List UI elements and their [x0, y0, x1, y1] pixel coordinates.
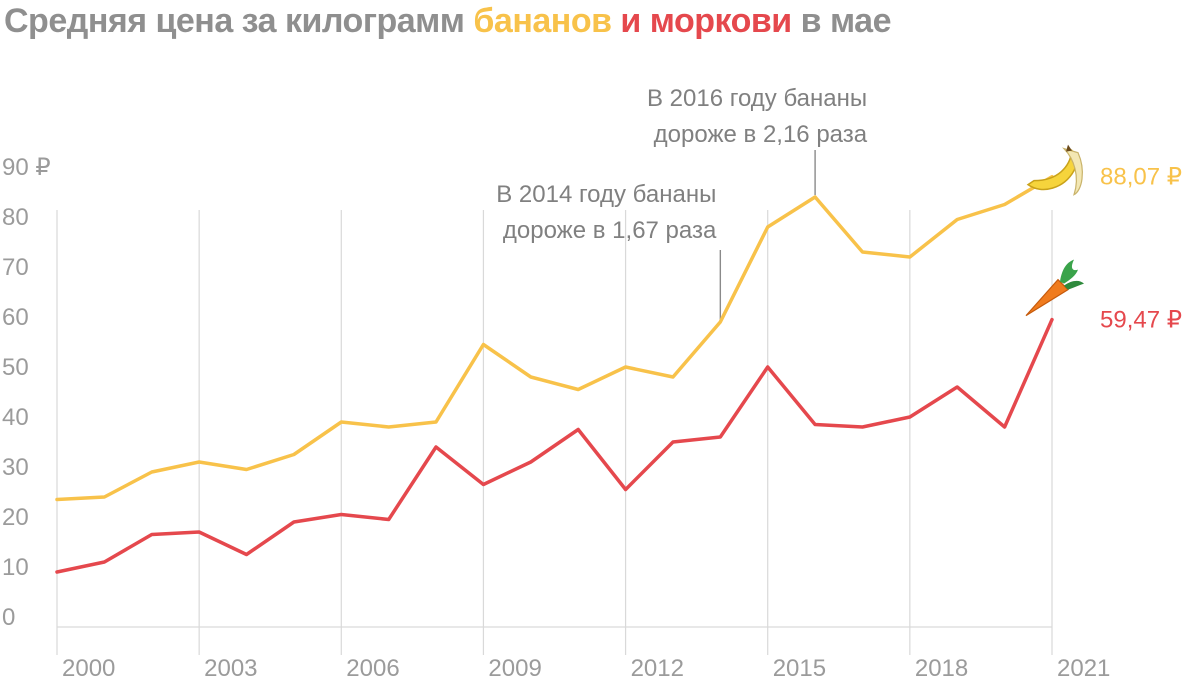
x-tick-label: 2006 [346, 655, 399, 682]
annotations: В 2014 году бананы дороже в 1,67 раза В 20… [496, 85, 868, 320]
x-tick-label: 2000 [62, 655, 115, 682]
chart-title: Средняя цена за килограмм бананов и морк… [4, 2, 892, 41]
y-tick-label: 40 [2, 404, 29, 431]
y-axis: 90 ₽ 80 70 60 50 40 30 20 10 0 [2, 154, 51, 631]
x-tick-label: 2021 [1057, 655, 1110, 682]
title-part-1: Средняя цена за килограмм [4, 2, 474, 40]
icons [1025, 144, 1084, 317]
series-layer [55, 174, 1054, 574]
annotation-line-1: В 2014 году бананы [496, 181, 716, 208]
carrot-leaves [1060, 259, 1078, 284]
y-tick-label: 10 [2, 554, 29, 581]
y-tick-label: 80 [2, 204, 29, 231]
end-label-carrots: 59,47 ₽ [1100, 307, 1182, 334]
title-carrots: моркови [649, 2, 792, 40]
end-label-bananas: 88,07 ₽ [1100, 164, 1182, 191]
y-tick-label: 20 [2, 504, 29, 531]
banana-body [1026, 149, 1077, 191]
y-tick-label: 70 [2, 254, 29, 281]
x-tick-label: 2018 [915, 655, 968, 682]
annotation-line-2: дороже в 1,67 раза [503, 217, 717, 244]
carrot-leaf [1064, 280, 1084, 290]
y-tick-label: 90 ₽ [2, 154, 51, 181]
banana-stem [1066, 144, 1072, 152]
title-part-5: в мае [791, 2, 892, 40]
banana-icon [1026, 144, 1083, 196]
end-labels: 88,07 ₽ 59,47 ₽ [1100, 164, 1182, 334]
y-tick-label: 30 [2, 454, 29, 481]
x-axis: 2000 2003 2006 2009 2012 2015 2018 2021 [62, 655, 1110, 682]
annotation-line-1: В 2016 году бананы [647, 85, 867, 112]
series-line-bananas [55, 174, 1054, 502]
x-tick-label: 2012 [631, 655, 684, 682]
title-bananas: бананов [473, 2, 612, 40]
series-line-carrots [55, 317, 1054, 574]
title-part-3: и [611, 2, 650, 40]
grid-layer [56, 210, 1053, 655]
carrot-root [1025, 278, 1069, 317]
x-tick-label: 2003 [204, 655, 257, 682]
x-tick-label: 2009 [488, 655, 541, 682]
carrot-icon [1025, 259, 1084, 317]
annotation-line-2: дороже в 2,16 раза [654, 121, 868, 148]
y-tick-label: 0 [2, 604, 15, 631]
y-tick-label: 60 [2, 304, 29, 331]
x-tick-label: 2015 [773, 655, 826, 682]
banana-peel [1061, 147, 1083, 196]
y-tick-label: 50 [2, 354, 29, 381]
